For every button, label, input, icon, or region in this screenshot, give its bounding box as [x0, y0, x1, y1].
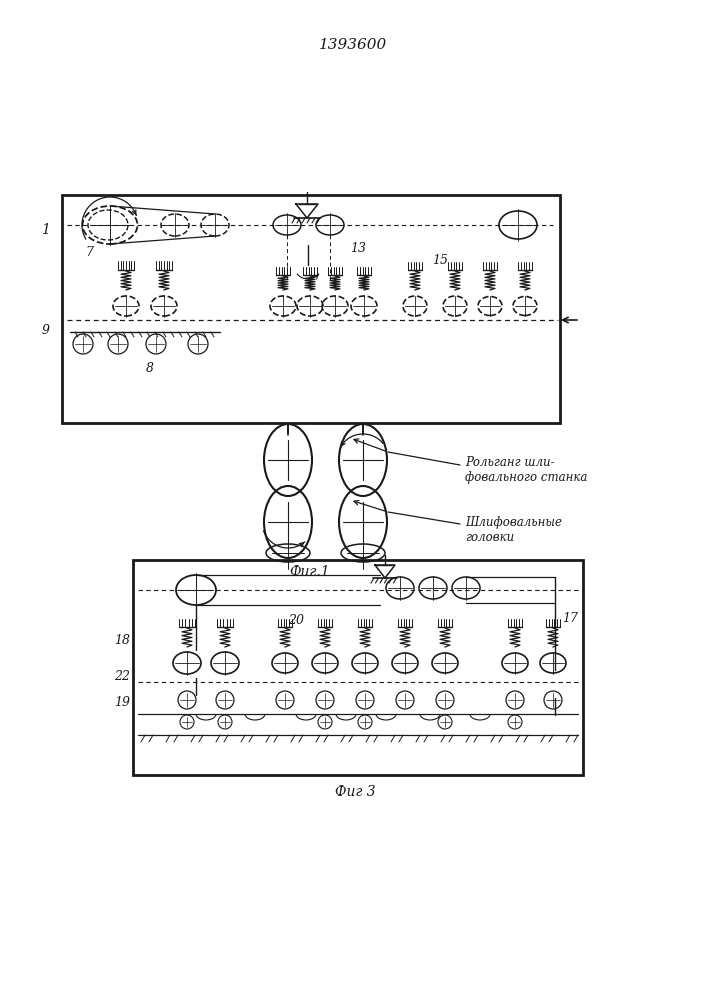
Text: 19: 19 [114, 696, 130, 708]
Text: 22: 22 [114, 670, 130, 682]
Bar [133, 560, 583, 775]
Text: 1393600: 1393600 [319, 38, 387, 52]
Bar [62, 195, 560, 423]
Text: 1: 1 [41, 223, 50, 237]
Text: 17: 17 [562, 611, 578, 624]
Text: Фиг 3: Фиг 3 [334, 785, 375, 799]
Text: 13: 13 [350, 241, 366, 254]
Text: Шлифовальные
головки: Шлифовальные головки [465, 516, 562, 544]
Text: 20: 20 [288, 613, 304, 626]
Text: Фиг.1: Фиг.1 [290, 565, 330, 579]
Text: Рольганг шли-
фовального станка: Рольганг шли- фовального станка [465, 456, 588, 484]
Text: 15: 15 [432, 253, 448, 266]
Text: 7: 7 [85, 245, 93, 258]
Text: 8: 8 [146, 361, 154, 374]
Text: 18: 18 [114, 634, 130, 647]
Text: 9: 9 [42, 324, 50, 336]
